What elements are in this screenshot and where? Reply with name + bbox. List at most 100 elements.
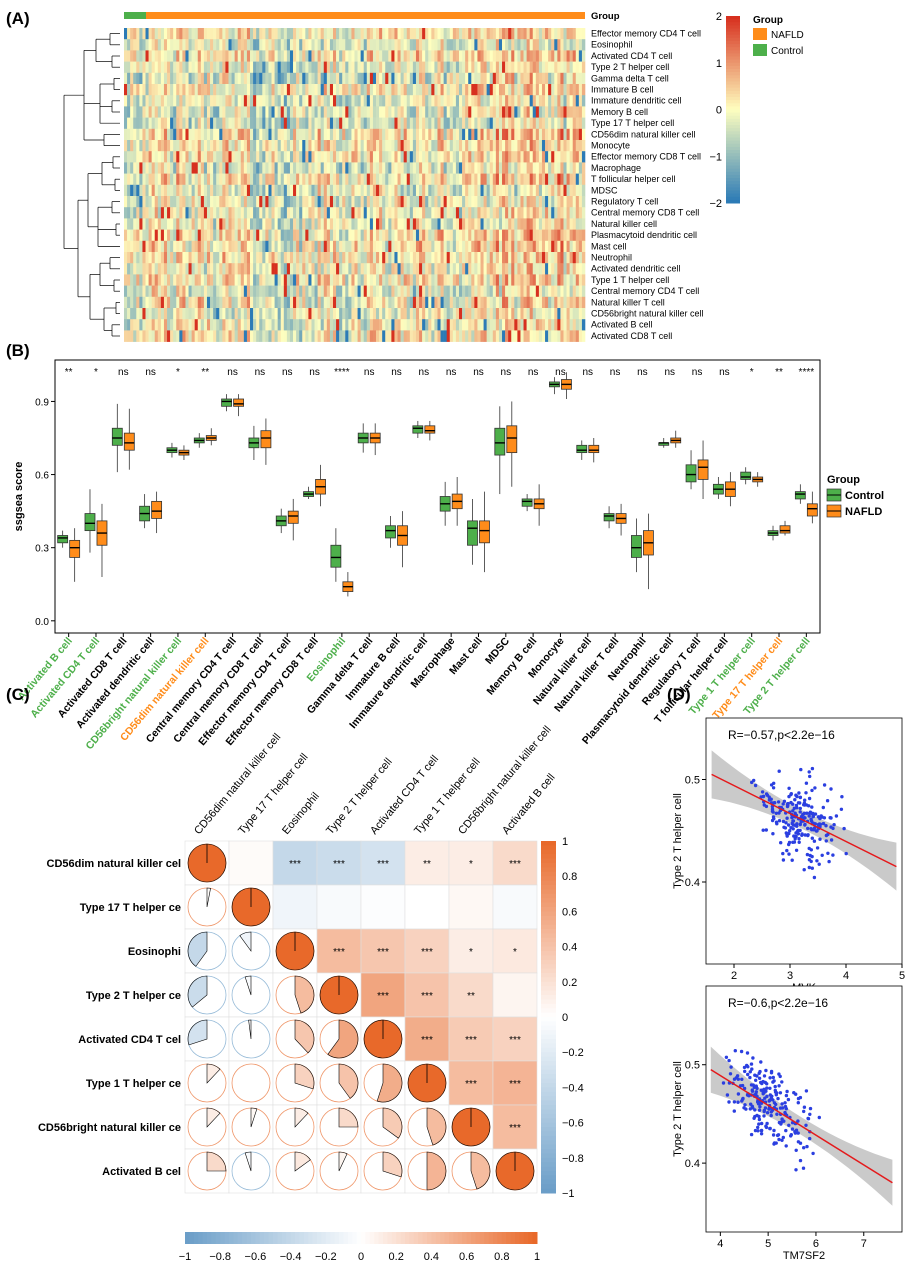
corr-colorbar-swatch: [541, 1105, 556, 1110]
heatmap-cell: [253, 72, 257, 85]
heatmap-cell: [265, 296, 269, 309]
heatmap-cell: [203, 50, 208, 62]
heatmap-cell: [455, 285, 460, 298]
heatmap-cell: [394, 162, 398, 174]
heatmap-cell: [541, 274, 546, 286]
heatmap-cell: [498, 106, 503, 118]
corr-hbar-swatch: [449, 1232, 454, 1244]
corr-hbar-swatch: [268, 1232, 274, 1244]
heatmap-cell: [145, 50, 149, 62]
heatmap-cell: [455, 140, 460, 152]
heatmap-cell: [477, 218, 481, 230]
heatmap-cell: [431, 39, 435, 51]
heatmap-cell: [237, 252, 242, 264]
heatmap-cell: [127, 162, 131, 174]
heatmap-cell: [409, 72, 414, 85]
heatmap-cell: [492, 117, 497, 130]
box-body: [84, 513, 96, 532]
corr-hbar-swatch: [479, 1232, 485, 1244]
heatmap-cell: [160, 151, 165, 163]
heatmap-cell: [182, 274, 186, 286]
heatmap-cell: [376, 173, 380, 186]
heatmap-cell: [237, 140, 242, 152]
colorbar-swatch: [726, 137, 740, 142]
heatmap-cell: [483, 61, 487, 74]
heatmap-cell: [495, 263, 500, 275]
heatmap-cell: [357, 196, 361, 208]
heatmap-cell: [127, 330, 131, 342]
heatmap-cell: [431, 106, 435, 118]
heatmap-cell: [412, 173, 417, 186]
heatmap-cell: [133, 207, 137, 219]
heatmap-cell: [259, 330, 263, 342]
heatmap-cell: [179, 106, 183, 118]
heatmap-cell: [554, 285, 558, 298]
heatmap-cell: [127, 274, 131, 286]
heatmap-cell: [462, 173, 466, 186]
heatmap-cell: [569, 196, 573, 208]
heatmap-cell: [554, 106, 558, 118]
heatmap-cell: [213, 162, 217, 174]
heatmap-cell: [216, 296, 220, 309]
heatmap-cell: [514, 173, 518, 186]
heatmap-cell: [468, 196, 472, 208]
corr-row-label: Eosinophi: [128, 946, 181, 958]
heatmap-cell: [351, 330, 355, 342]
heatmap-cell: [548, 106, 552, 118]
heatmap-cell: [551, 319, 555, 331]
heatmap-cell: [548, 263, 552, 275]
heatmap-cell: [314, 84, 318, 96]
heatmap-cell: [526, 95, 530, 107]
heatmap-cell: [541, 162, 546, 174]
heatmap-cell: [575, 229, 580, 242]
heatmap-cell: [157, 61, 162, 74]
heatmap-cell: [517, 140, 521, 152]
heatmap-cell: [203, 84, 208, 96]
heatmap-cell: [452, 117, 457, 130]
heatmap-cell: [369, 61, 374, 74]
heatmap-cell: [511, 285, 515, 298]
heatmap-cell: [508, 151, 512, 163]
heatmap-cell: [163, 184, 168, 197]
heatmap-cell: [311, 128, 315, 141]
heatmap-cell: [517, 285, 521, 298]
heatmap-cell: [213, 274, 217, 286]
heatmap-cell: [462, 218, 466, 230]
heatmap-cell: [529, 184, 534, 197]
heatmap-cell: [188, 184, 192, 197]
heatmap-cell: [240, 296, 245, 309]
heatmap-cell: [225, 274, 229, 286]
heatmap-cell: [400, 39, 404, 51]
heatmap-cell: [541, 84, 546, 96]
heatmap-cell: [465, 252, 469, 264]
heatmap-cell: [357, 252, 361, 264]
heatmap-cell: [443, 28, 447, 40]
heatmap-cell: [360, 39, 365, 51]
significance-label: ns: [364, 367, 375, 378]
heatmap-cell: [397, 296, 401, 309]
heatmap-cell: [526, 28, 530, 40]
heatmap-cell: [219, 162, 223, 174]
heatmap-cell: [336, 28, 340, 40]
heatmap-cell: [163, 39, 168, 51]
corr-hbar-swatch: [242, 1232, 248, 1244]
heatmap-cell: [133, 196, 137, 208]
heatmap-cell: [489, 319, 494, 331]
heatmap-cell: [213, 196, 217, 208]
heatmap-cell: [541, 252, 546, 264]
heatmap-cell: [465, 196, 469, 208]
heatmap-cell: [219, 263, 223, 275]
heatmap-cell: [548, 196, 552, 208]
heatmap-cell: [299, 61, 303, 74]
heatmap-cell: [348, 308, 352, 320]
heatmap-cell: [299, 95, 303, 107]
heatmap-cell: [548, 128, 552, 141]
heatmap-cell: [379, 84, 383, 96]
heatmap-cell: [142, 72, 146, 85]
heatmap-cell: [406, 196, 411, 208]
heatmap-cell: [302, 50, 306, 62]
heatmap-cell: [329, 61, 334, 74]
heatmap-cell: [575, 128, 580, 141]
heatmap-cell: [124, 263, 128, 275]
heatmap-cell: [163, 106, 168, 118]
